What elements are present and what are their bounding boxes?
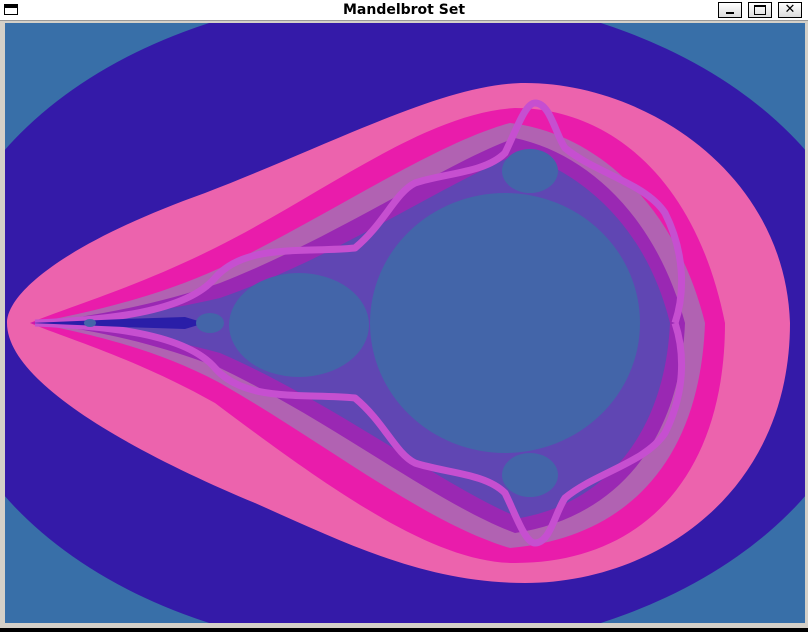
- top-bulb: [502, 149, 558, 193]
- mandelbrot-canvas[interactable]: [5, 23, 805, 623]
- period2-bulb: [229, 273, 369, 377]
- main-cardioid: [370, 193, 640, 453]
- window-bottom-border: [0, 623, 808, 628]
- close-icon: ✕: [784, 2, 796, 17]
- filament-spike: [30, 317, 205, 329]
- window-title: Mandelbrot Set: [342, 2, 466, 18]
- maximize-button[interactable]: [748, 2, 772, 18]
- close-button[interactable]: ✕: [778, 2, 802, 18]
- minimize-icon: [726, 12, 734, 14]
- fuzz-lower: [34, 319, 685, 547]
- minibrot-left: [196, 313, 224, 333]
- minibrot-tip: [84, 319, 96, 327]
- bottom-bulb: [502, 453, 558, 497]
- set-boundary-fuzz: [34, 99, 685, 547]
- fuzz-upper: [34, 99, 685, 327]
- mandelbrot-render: [5, 23, 805, 623]
- title-bar[interactable]: Mandelbrot Set ✕: [0, 0, 808, 21]
- maximize-icon: [754, 5, 766, 15]
- system-menu-icon[interactable]: [4, 4, 18, 15]
- minimize-button[interactable]: [718, 2, 742, 18]
